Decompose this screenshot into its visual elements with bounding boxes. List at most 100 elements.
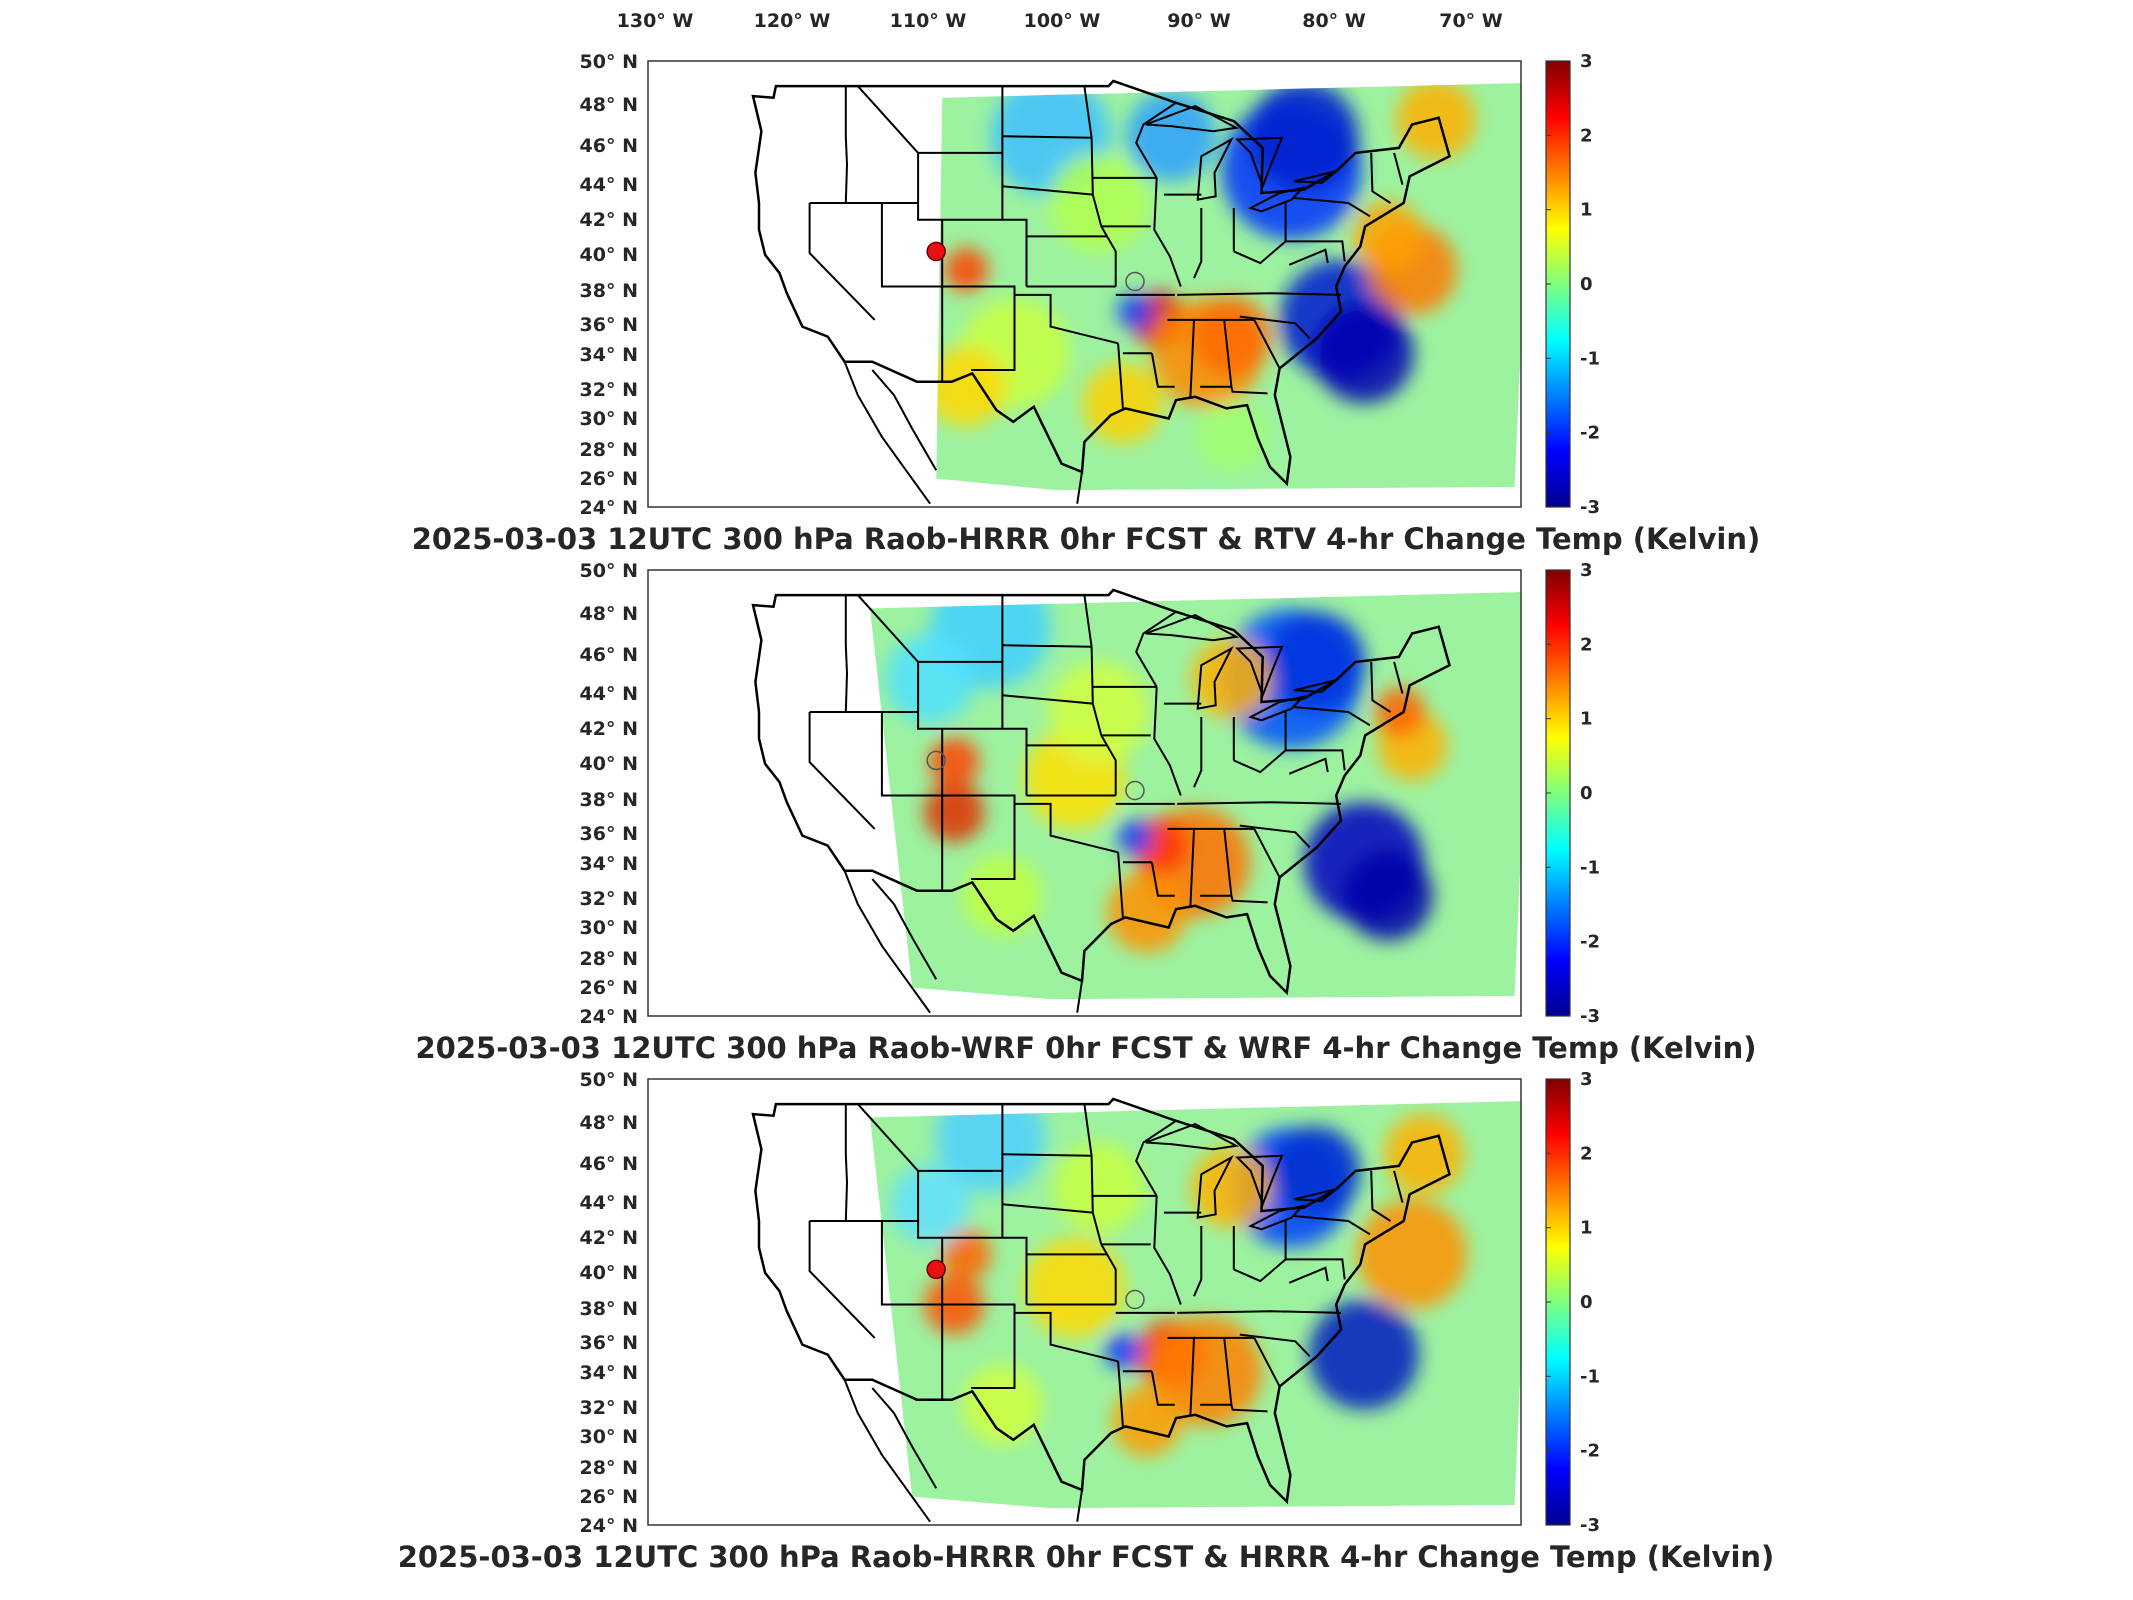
state-border [1002,1203,1093,1214]
mexico-coast [1076,1489,1083,1522]
raob-station-marker-hollow [926,750,946,771]
state-border [1002,1153,1092,1157]
colorbar-tick-label: -3 [1580,1006,1600,1027]
lat-label: 40° N [580,244,638,266]
colorbar-tick-label: 1 [1580,200,1593,221]
boundaries [751,1097,1451,1523]
state-border [844,595,849,713]
lat-label: 24° N [580,497,638,519]
lat-label: 36° N [580,1332,638,1354]
lat-label: 34° N [580,1362,638,1384]
map-panel-1: 50° N 48° N 46° N 44° N 42° N 40° N 38° N 36° N… [412,51,1761,556]
state-border [1189,319,1195,397]
lon-label-130w: 130° W [617,10,694,32]
latitude-labels: 50° N 48° N 46° N 44° N 42° N 40° N 38° N 36° N… [580,1069,638,1537]
lat-label: 30° N [580,408,638,430]
lat-label: 26° N [580,1486,638,1508]
raob-station-marker-hollow [1125,780,1145,801]
great-lake [1235,136,1284,190]
state-border [1117,1361,1124,1427]
us-coastline [751,1097,1451,1505]
colorbar-tick-label: 0 [1580,1292,1593,1313]
panel-title: 2025-03-03 12UTC 300 hPa Raob-WRF 0hr FC… [415,1031,1756,1065]
lat-label: 46° N [580,644,638,666]
colorbar-tick-label: 3 [1580,1069,1593,1090]
state-border [942,285,1016,371]
temperature-field [869,591,1521,1000]
state-border [1239,315,1311,339]
raob-station-marker-hollow [1125,1289,1145,1310]
state-border [1153,1195,1182,1305]
state-border [1150,353,1175,388]
lat-label: 42° N [580,1227,638,1249]
state-border [1393,1170,1404,1203]
lon-label-90w: 90° W [1167,10,1231,32]
great-lake [1235,1154,1284,1208]
lat-label: 30° N [580,1426,638,1448]
lat-label: 32° N [580,379,638,401]
map-panel-2: 50° N 48° N 46° N 44° N 42° N 40° N 38° N 36° N… [415,560,1756,1065]
lat-label: 44° N [580,1192,638,1214]
state-border [917,661,1028,796]
lat-label: 38° N [580,1298,638,1320]
state-border [1083,594,1103,736]
state-border [1370,152,1392,204]
lat-label: 46° N [580,1153,638,1175]
lat-label: 24° N [580,1515,638,1537]
state-border [1100,1243,1117,1305]
lat-label: 38° N [580,789,638,811]
boundaries [751,79,1451,505]
state-border [1193,1226,1203,1297]
lat-label: 46° N [580,135,638,157]
state-border [1294,706,1371,727]
lat-label: 36° N [580,314,638,336]
lat-label: 24° N [580,1006,638,1028]
baja-east-coast [871,878,938,980]
state-border [1239,824,1311,848]
state-border [1370,1170,1392,1222]
lat-label: 50° N [580,1069,638,1091]
state-border [808,712,876,830]
state-border [1285,240,1346,262]
state-border [1285,749,1346,771]
map-frame [647,1078,1522,1526]
state-border [1200,1337,1233,1406]
state-border [1253,828,1281,878]
great-lake [1145,614,1240,642]
state-border [808,1221,876,1339]
lat-label: 28° N [580,948,638,970]
lat-label: 42° N [580,209,638,231]
state-border [844,1104,849,1222]
lat-label: 28° N [580,1457,638,1479]
lat-label: 44° N [580,683,638,705]
colorbar-tick-label: 2 [1580,125,1593,146]
state-border [1233,749,1287,774]
state-border [1253,319,1281,369]
lon-label-120w: 120° W [754,10,831,32]
colorbar-tick-label: -1 [1580,1366,1600,1387]
state-border [1014,293,1119,345]
state-border [1288,248,1329,266]
state-border [1393,661,1404,694]
great-lake [1248,695,1306,722]
state-border [1177,801,1342,805]
colorbar-tick-label: 2 [1580,634,1593,655]
state-border [857,594,919,663]
state-border [1285,1258,1346,1280]
state-border [1288,1266,1329,1284]
great-lake [1196,1155,1234,1219]
latitude-labels: 50° N 48° N 46° N 44° N 42° N 40° N 38° N 36° N… [580,51,638,519]
colorbar-tick-label: 0 [1580,783,1593,804]
raob-station-marker [926,241,946,262]
mexico-coast [1076,471,1083,504]
temperature-field [869,1100,1521,1509]
lat-label: 32° N [580,888,638,910]
colorbar-tick-label: 2 [1580,1143,1593,1164]
state-border [857,1103,919,1172]
boundaries [751,588,1451,1014]
state-border [1294,1215,1371,1236]
state-border [1002,644,1092,648]
great-lake [1293,1188,1337,1202]
lat-label: 38° N [580,280,638,302]
